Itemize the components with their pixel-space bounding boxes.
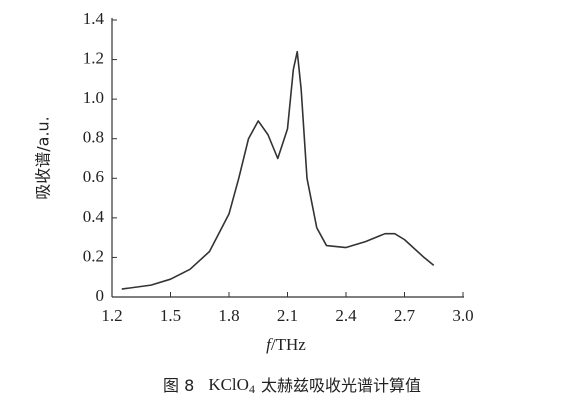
x-tick-label: 1.5 [160, 306, 181, 325]
x-tick-label: 2.4 [335, 306, 357, 325]
caption-figure: 图 8 [163, 376, 194, 395]
x-tick-label: 1.8 [218, 306, 239, 325]
y-tick-label: 0.2 [83, 246, 104, 265]
y-axis-label: 吸收谱/a.u. [34, 116, 53, 200]
y-tick-label: 1.0 [83, 88, 104, 107]
x-tick-label: 1.2 [101, 306, 122, 325]
x-label-italic: f [266, 335, 273, 354]
caption-subscript: 4 [249, 382, 255, 396]
y-tick-label: 0.4 [83, 207, 105, 226]
caption: 图 8 KClO4 太赫兹吸收光谱计算值 [163, 375, 421, 396]
y-tick-label: 0 [96, 286, 105, 305]
y-tick-label: 0.8 [83, 128, 104, 147]
spectrum-line [121, 50, 435, 290]
x-label-unit: /THz [271, 335, 306, 354]
caption-text: 太赫兹吸收光谱计算值 [261, 376, 421, 395]
x-tick-label: 2.7 [394, 306, 416, 325]
caption-formula: KClO [208, 375, 249, 394]
x-tick-label: 2.1 [277, 306, 298, 325]
y-tick-label: 0.6 [83, 167, 104, 186]
x-tick-label: 3.0 [452, 306, 473, 325]
y-tick-label: 1.2 [83, 48, 104, 67]
x-axis-label: f/THz [266, 335, 306, 354]
y-tick-label: 1.4 [83, 9, 105, 28]
